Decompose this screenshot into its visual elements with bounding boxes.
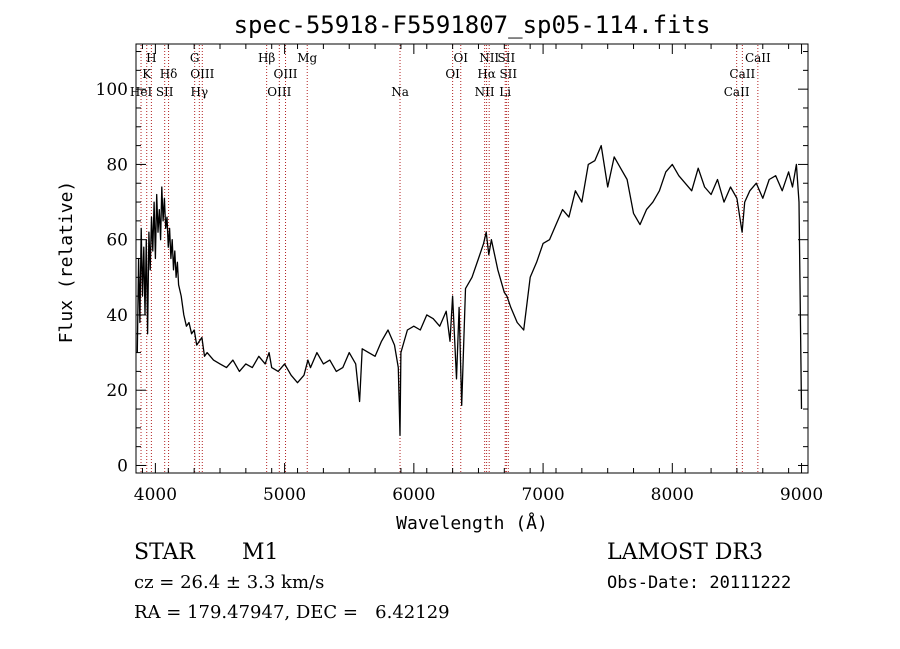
y-tick-label: 20 (106, 381, 128, 401)
spectral-line-label: NII (479, 51, 499, 65)
spectral-line-label: SII (498, 51, 516, 65)
y-tick-label: 80 (106, 155, 128, 175)
x-tick-label: 4000 (134, 485, 177, 505)
spectral-line-label: Na (391, 85, 409, 99)
x-tick-label: 8000 (651, 485, 694, 505)
spectral-line-label: H (146, 51, 156, 65)
y-tick-label: 100 (96, 80, 128, 100)
spectral-line-label: Hγ (191, 85, 209, 99)
spectral-line-label: OIII (190, 67, 214, 81)
spectral-line-label: SII (156, 85, 174, 99)
spectral-line-label: CaII (724, 85, 750, 99)
spectral-line-label: Li (499, 85, 511, 99)
x-tick-label: 6000 (392, 485, 435, 505)
spectral-line-label: G (190, 51, 200, 65)
axes-layer (135, 43, 809, 474)
ticks-layer: 4000 5000 6000 7000 8000 9000 0 20 40 60 80 100 (96, 44, 823, 505)
spectral-line-label: NII (475, 85, 495, 99)
y-tick-label: 60 (106, 231, 128, 251)
line-labels-layer: HeIKHSIIHδGHγOIIIHβOIIIOIIIMgNaOIOINIIHα… (130, 51, 771, 99)
spectral-line-label: Mg (297, 51, 317, 65)
spectrum-series-line (136, 144, 803, 437)
spectral-line-label: Hα (477, 67, 496, 81)
redshift-cz: cz = 26.4 ± 3.3 km/s (134, 572, 325, 593)
chart-title: spec-55918-F5591807_sp05-114.fits (234, 11, 711, 39)
x-tick-label: 5000 (263, 485, 306, 505)
series-layer (136, 144, 803, 437)
ra-dec: RA = 179.47947, DEC = 6.42129 (134, 602, 450, 623)
object-subclass: M1 (242, 540, 279, 565)
y-axis-label: Flux (relative) (56, 181, 77, 344)
object-class: STAR (134, 540, 195, 565)
y-tick-label: 0 (117, 456, 128, 476)
spectral-line-label: OI (453, 51, 468, 65)
x-axis-label: Wavelength (Å) (396, 512, 548, 534)
survey-name: LAMOST DR3 (607, 540, 763, 565)
spectral-line-label: OIII (273, 67, 297, 81)
spectral-line-label: SII (499, 67, 517, 81)
x-tick-label: 7000 (521, 485, 564, 505)
spectral-line-label: Hβ (258, 51, 275, 65)
x-tick-label: 9000 (780, 485, 823, 505)
spectral-line-label: CaII (745, 51, 771, 65)
observation-date: Obs-Date: 20111222 (607, 573, 792, 593)
spectral-line-label: K (142, 67, 152, 81)
spectral-line-label: OI (445, 67, 460, 81)
spectral-line-label: HeI (130, 85, 153, 99)
spectral-line-label: CaII (729, 67, 755, 81)
plot-frame (135, 43, 809, 474)
spectral-line-label: OIII (267, 85, 291, 99)
y-tick-label: 40 (106, 306, 128, 326)
spectral-line-label: Hδ (160, 67, 178, 81)
spectral-lines-layer (140, 45, 759, 472)
